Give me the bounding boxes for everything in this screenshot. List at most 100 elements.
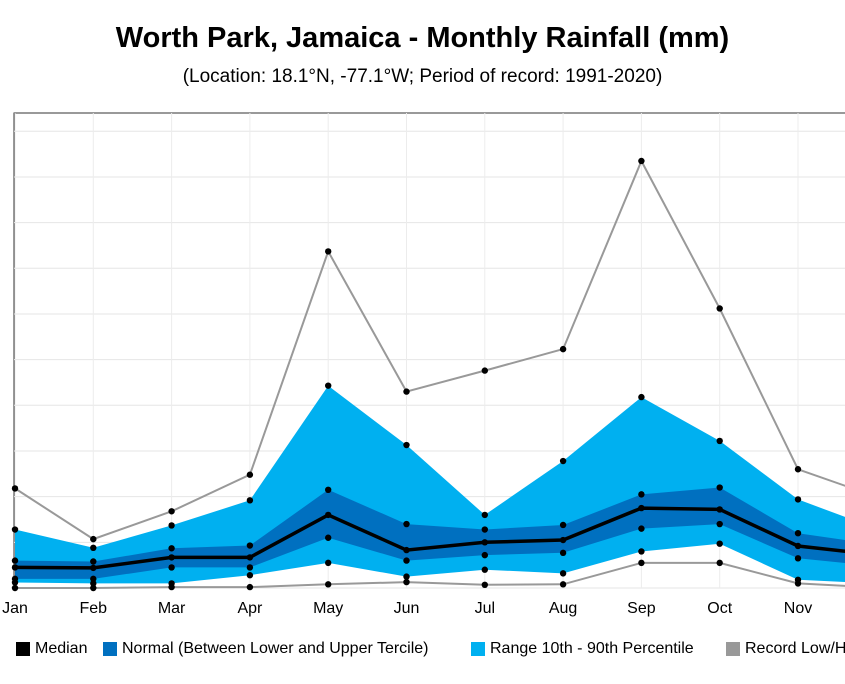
legend-item-normal: Normal (Between Lower and Upper Tercile): [103, 640, 429, 658]
range-lower-point: [325, 559, 332, 567]
median-point: [168, 554, 175, 561]
x-tick-label: Feb: [80, 600, 108, 617]
normal-lower-point: [90, 575, 97, 583]
normal-lower-point: [638, 525, 645, 532]
legend-swatch-median: [16, 642, 30, 656]
median-line: [14, 506, 845, 570]
record-low-point: [246, 583, 254, 591]
x-tick-label: Mar: [158, 600, 186, 617]
range-upper-point: [90, 544, 97, 552]
normal-lower-point: [11, 575, 19, 583]
median-point: [11, 564, 19, 571]
x-tick-label: Jan: [2, 600, 28, 617]
median-point: [481, 539, 488, 546]
record-low-point: [325, 581, 332, 588]
x-tick-label: Oct: [707, 600, 732, 617]
x-tick-label: Nov: [784, 600, 812, 617]
x-tick-label: Jul: [475, 600, 495, 617]
normal-upper-point: [325, 486, 332, 494]
record-high-line: [14, 158, 845, 541]
normal-upper-point: [559, 521, 567, 529]
median-point: [325, 511, 332, 519]
legend-item-record: Record Low/High: [726, 640, 845, 658]
median-point: [90, 564, 97, 572]
normal-lower-point: [325, 534, 332, 541]
record-low-point: [11, 584, 19, 592]
range-lower-point: [794, 576, 802, 583]
range-upper-point: [559, 457, 567, 465]
plot-area: JanFebMarAprMayJunJulAugSepOctNovDec: [2, 112, 845, 617]
normal-upper-point: [90, 558, 97, 565]
normal-lower-point: [481, 551, 488, 559]
legend-swatch-normal: [103, 642, 117, 656]
median-point: [716, 506, 723, 513]
record-high-point: [246, 471, 254, 478]
record-high-point: [794, 466, 802, 473]
legend: Median Normal (Between Lower and Upper T…: [0, 640, 845, 666]
range-upper-point: [325, 382, 332, 389]
record-high-point: [481, 367, 488, 374]
range-upper-point: [403, 441, 410, 449]
normal-lower-point: [716, 520, 723, 528]
chart-title: Worth Park, Jamaica - Monthly Rainfall (…: [115, 22, 730, 54]
record-low-point: [403, 578, 410, 586]
normal-upper-point: [794, 529, 802, 537]
normal-upper-point: [638, 491, 645, 498]
median-point: [559, 536, 567, 544]
record-high-point: [325, 248, 332, 255]
range-lower-point: [559, 570, 567, 577]
range-upper-point: [168, 522, 175, 529]
record-high-point: [90, 535, 97, 543]
range-lower-point: [403, 573, 410, 580]
median-point: [794, 542, 802, 550]
x-tick-label: Apr: [237, 600, 263, 617]
normal-lower-point: [794, 555, 802, 562]
range-upper-point: [638, 393, 645, 401]
median-point: [246, 554, 254, 561]
normal-upper-point: [716, 484, 723, 491]
range-upper-point: [246, 497, 254, 504]
record-low-point: [481, 581, 488, 589]
median-point: [403, 546, 410, 554]
normal-upper-point: [11, 557, 19, 564]
range-upper-point: [794, 496, 802, 503]
range-upper-point: [481, 511, 488, 519]
normal-upper-point: [246, 542, 254, 549]
record-low-point: [716, 559, 723, 567]
legend-label-normal: Normal (Between Lower and Upper Tercile): [122, 640, 429, 657]
legend-label-range: Range 10th - 90th Percentile: [490, 640, 694, 657]
legend-swatch-range: [471, 642, 485, 656]
chart-subtitle: (Location: 18.1°N, -77.1°W; Period of re…: [182, 66, 663, 87]
record-low-point: [90, 584, 97, 592]
legend-label-median: Median: [35, 640, 88, 657]
record-high-point: [403, 388, 410, 395]
x-tick-label: Aug: [549, 600, 577, 617]
legend-item-median: Median: [16, 640, 87, 658]
range-lower-point: [246, 572, 254, 579]
record-high-point: [638, 157, 645, 165]
x-tick-label: Jun: [394, 600, 420, 617]
record-low-point: [559, 581, 567, 588]
legend-swatch-record: [726, 642, 740, 656]
range-lower-point: [481, 566, 488, 573]
range-upper-point: [11, 526, 19, 533]
normal-lower-point: [246, 564, 254, 571]
x-tick-label: May: [313, 600, 343, 617]
record-high-point: [559, 345, 567, 353]
normal-lower-point: [559, 549, 567, 557]
record-high-point: [11, 485, 19, 492]
normal-lower-point: [403, 557, 410, 564]
median-point: [638, 504, 645, 512]
range-lower-point: [168, 580, 175, 587]
legend-item-range: Range 10th - 90th Percentile: [471, 640, 694, 658]
normal-upper-point: [168, 545, 175, 552]
normal-upper-point: [481, 526, 488, 533]
x-tick-label: Sep: [627, 600, 656, 617]
legend-label-record: Record Low/High: [745, 640, 845, 657]
range-lower-point: [638, 548, 645, 555]
range-upper-point: [716, 437, 723, 445]
range-10-90-band: [15, 385, 845, 584]
record-high-point: [168, 508, 175, 515]
record-high-point: [716, 305, 723, 312]
